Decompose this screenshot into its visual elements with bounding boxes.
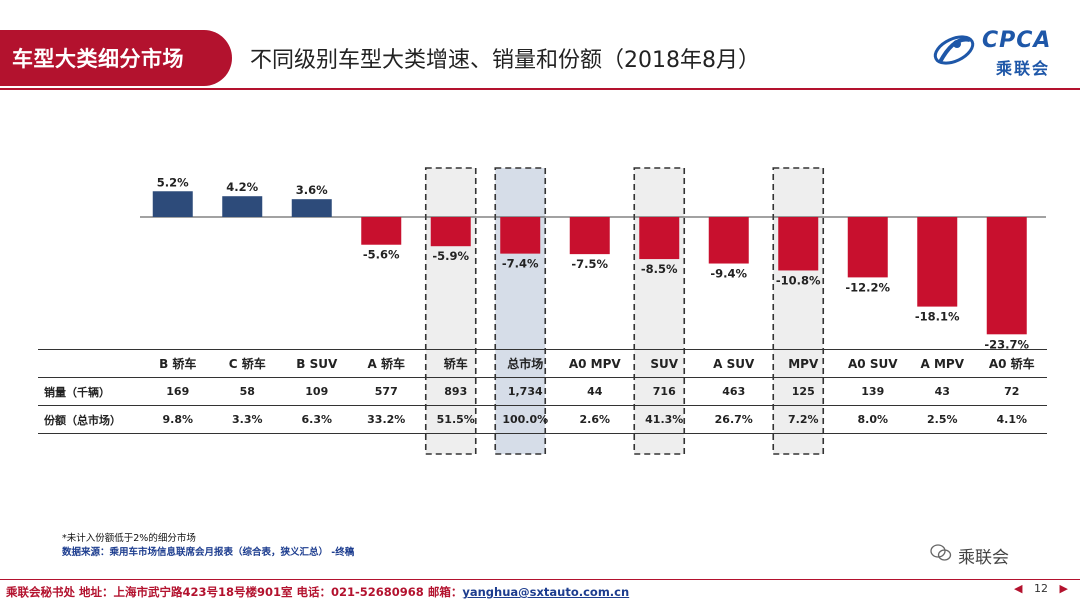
table-cell: 9.8%	[143, 405, 213, 434]
cpca-emblem-icon	[933, 35, 975, 65]
table-header-cell: 轿车	[421, 349, 491, 378]
table-header-cell: MPV	[768, 349, 838, 378]
data-label: -12.2%	[845, 280, 890, 294]
table-header-cell: 总市场	[490, 349, 560, 378]
table-header-cell: A0 轿车	[977, 349, 1047, 378]
data-label: -7.4%	[502, 257, 539, 271]
wechat-icon	[930, 544, 952, 561]
table-cell: 577	[351, 377, 421, 406]
table-cell: 893	[421, 377, 491, 406]
table-cell: 41.3%	[629, 405, 699, 434]
table-cell: 139	[838, 377, 908, 406]
cpca-logo: CPCA 乘联会	[930, 22, 1075, 80]
section-label: 车型大类细分市场	[12, 47, 184, 71]
table-cell: 44	[560, 377, 630, 406]
page-number: 12	[1033, 582, 1048, 595]
next-page-icon[interactable]: ▶	[1059, 582, 1068, 595]
wechat-watermark: 乘联会	[930, 540, 1050, 570]
table-cell: 8.0%	[838, 405, 908, 434]
table-cell: 6.3%	[282, 405, 352, 434]
data-label: 3.6%	[296, 183, 328, 197]
wechat-name: 乘联会	[958, 548, 1009, 568]
footer-divider	[0, 579, 1080, 580]
logo-chinese: 乘联会	[996, 59, 1051, 78]
footer-text: 乘联会秘书处 地址：上海市武宁路423号18号楼901室 电话：021-5268…	[6, 585, 463, 599]
volume-share-table: B 轿车 C 轿车 B SUV A 轿车 轿车 总市场 A0 MPV SUV A SUV MPV A…	[38, 349, 1047, 434]
bar	[639, 217, 680, 260]
bar	[500, 217, 541, 254]
table-cell: 4.1%	[977, 405, 1047, 434]
table-row-volume: 销量（千辆） 169 58 109 577 893 1,734 44 716 463 125 139…	[38, 377, 1047, 406]
bar	[708, 217, 749, 264]
bar	[986, 217, 1027, 335]
table-header-cell: A0 SUV	[838, 349, 908, 378]
footer-email-link[interactable]: yanghua@sxtauto.com.cn	[462, 585, 630, 599]
footnote: *未计入份额低于2%的细分市场	[62, 533, 196, 544]
table-header-row: B 轿车 C 轿车 B SUV A 轿车 轿车 总市场 A0 MPV SUV A SUV MPV A…	[38, 349, 1047, 378]
bar	[847, 217, 888, 278]
table-cell: 463	[699, 377, 769, 406]
pager: ◀ 12 ▶	[1014, 582, 1068, 595]
table-header-cell: B SUV	[282, 349, 352, 378]
data-label: -18.1%	[915, 310, 960, 324]
table-header-cell: A SUV	[699, 349, 769, 378]
table-cell: 1,734	[490, 377, 560, 406]
table-cell: 26.7%	[699, 405, 769, 434]
table-cell: 51.5%	[421, 405, 491, 434]
table-cell: 3.3%	[212, 405, 282, 434]
bar	[569, 217, 610, 255]
row-label-share: 份额（总市场）	[38, 405, 143, 434]
bar	[917, 217, 958, 307]
table-cell: 43	[907, 377, 977, 406]
table-cell: 2.6%	[560, 405, 630, 434]
bar	[778, 217, 819, 271]
table-cell: 169	[143, 377, 213, 406]
data-source: 数据来源：乘用车市场信息联席会月报表（综合表，狭义汇总） -终稿	[62, 547, 355, 558]
bar	[430, 217, 471, 247]
data-label: 5.2%	[157, 175, 189, 189]
table-cell: 58	[212, 377, 282, 406]
data-label: -8.5%	[641, 262, 678, 276]
data-label: -23.7%	[984, 337, 1029, 351]
data-label: -7.5%	[571, 257, 608, 271]
table-header-cell: B 轿车	[143, 349, 213, 378]
table-corner-cell	[38, 349, 143, 378]
logo-wordmark: CPCA	[982, 28, 1052, 53]
table-header-cell: A 轿车	[351, 349, 421, 378]
table-cell: 33.2%	[351, 405, 421, 434]
table-header-cell: A0 MPV	[560, 349, 630, 378]
prev-page-icon[interactable]: ◀	[1014, 582, 1023, 595]
row-label-volume: 销量（千辆）	[38, 377, 143, 406]
table-row-share: 份额（总市场） 9.8% 3.3% 6.3% 33.2% 51.5% 100.0% 2.6%…	[38, 405, 1047, 434]
table-cell: 109	[282, 377, 352, 406]
table-cell: 716	[629, 377, 699, 406]
table-cell: 2.5%	[907, 405, 977, 434]
table-cell: 125	[768, 377, 838, 406]
page-title: 不同级别车型大类增速、销量和份额（2018年8月）	[250, 48, 760, 73]
table-header-cell: A MPV	[907, 349, 977, 378]
bar	[361, 217, 402, 245]
data-label: -10.8%	[776, 273, 821, 287]
section-tab: 车型大类细分市场	[0, 30, 232, 86]
header-divider	[0, 88, 1080, 90]
data-label: -5.6%	[363, 248, 400, 262]
data-label: -5.9%	[432, 249, 469, 263]
table-cell: 72	[977, 377, 1047, 406]
table-header-cell: C 轿车	[212, 349, 282, 378]
footer-contact: 乘联会秘书处 地址：上海市武宁路423号18号楼901室 电话：021-5268…	[6, 584, 629, 600]
table-cell: 7.2%	[768, 405, 838, 434]
table-header-cell: SUV	[629, 349, 699, 378]
bar	[222, 196, 263, 217]
data-label: 4.2%	[226, 180, 258, 194]
bar	[291, 199, 332, 217]
bar	[152, 191, 193, 217]
data-label: -9.4%	[710, 267, 747, 281]
table-cell: 100.0%	[490, 405, 560, 434]
